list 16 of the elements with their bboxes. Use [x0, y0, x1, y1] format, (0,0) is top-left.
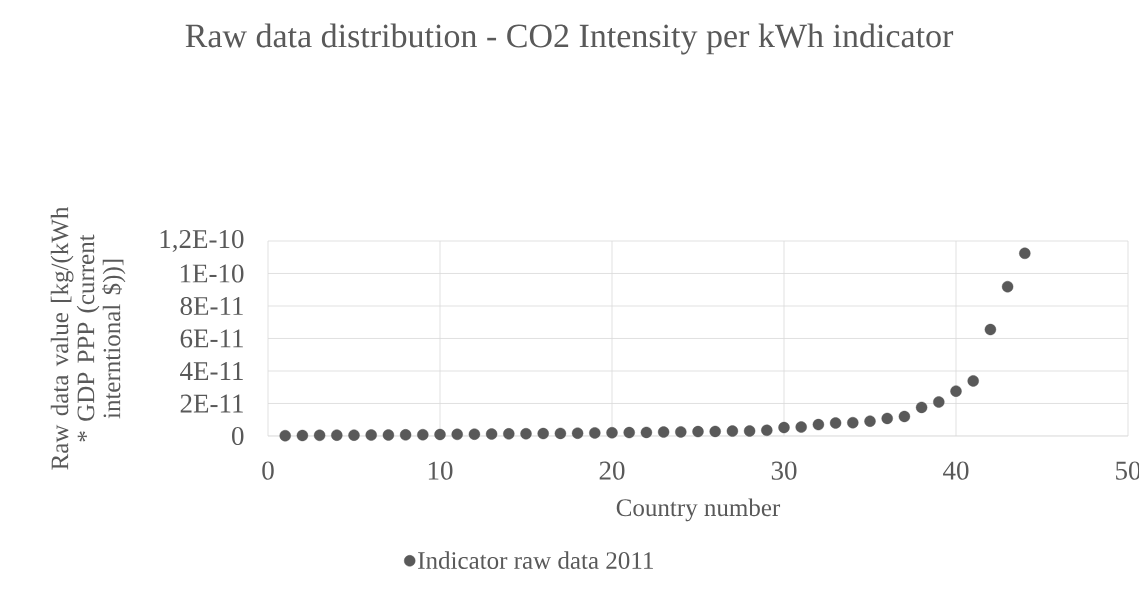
x-axis-title: Country number [616, 498, 781, 522]
y-tick-label: 4E-11 [180, 362, 243, 380]
legend-label: Indicator raw data 2011 [418, 551, 653, 569]
x-tick-label: 20 [599, 461, 625, 480]
chart-title: Raw data distribution - CO2 Intensity per kWh indicator [185, 23, 954, 55]
x-tick-label: 10 [428, 461, 453, 480]
y-tick-label: 1E-10 [180, 264, 244, 283]
x-tick-label: 30 [771, 461, 797, 480]
y-axis-title: Raw data value [kg/(kWh * GDP PPP (current interntional $))] [50, 206, 126, 470]
y-tick-label: 1,2E-10 [160, 229, 244, 253]
y-tick-label: 0 [232, 426, 244, 446]
x-tick-label: 0 [262, 461, 274, 480]
x-tick-label: 40 [943, 461, 969, 480]
y-tick-label: 6E-11 [180, 329, 243, 348]
y-tick-label: 2E-11 [180, 394, 243, 413]
y-tick-label: 8E-11 [180, 296, 243, 316]
